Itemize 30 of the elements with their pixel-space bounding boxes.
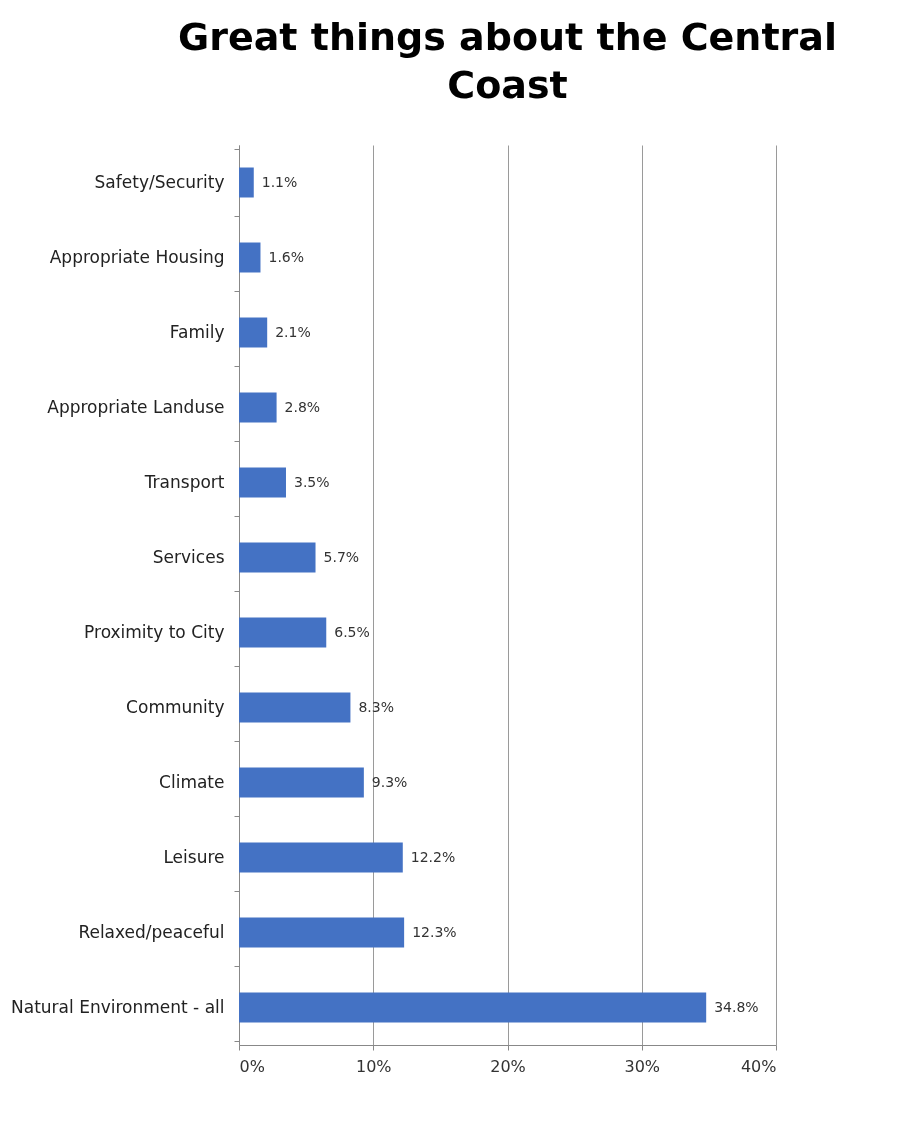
data-label: 2.1% [275,323,311,340]
y-tick-label: Relaxed/peaceful [78,922,225,942]
y-tick-label: Leisure [163,847,225,867]
data-label: 1.6% [268,248,305,265]
data-label: 1.1% [261,173,298,190]
x-tick-label: 30% [624,1056,661,1076]
data-label: 9.3% [371,773,408,790]
x-tick-label: 40% [740,1056,777,1076]
y-tick-label: Proximity to City [84,622,225,642]
data-label: 12.3% [412,923,457,940]
data-label: 6.5% [334,623,370,640]
y-tick-label: Appropriate Housing [49,247,225,267]
y-tick-label: Community [126,697,225,717]
data-label: 3.5% [293,473,330,490]
y-tick-label: Safety/Security [94,172,225,192]
data-label: 2.8% [284,398,321,415]
x-tick-label: 20% [490,1056,526,1076]
data-label: 8.3% [358,698,395,715]
y-tick-label: Family [169,322,225,342]
y-tick-label: Services [152,547,225,567]
y-tick-label: Appropriate Landuse [47,397,225,417]
chart-title: Great things about the Central Coast [178,15,837,107]
data-label: 34.8% [714,998,759,1015]
data-label: 5.7% [323,548,360,565]
y-tick-label: Climate [159,772,225,792]
y-tick-label: Natural Environment - all [11,997,225,1017]
data-label: 12.2% [410,848,456,865]
y-tick-label: Transport [143,472,225,492]
x-tick-label: 0% [239,1056,265,1076]
x-tick-label: 10% [355,1056,392,1076]
